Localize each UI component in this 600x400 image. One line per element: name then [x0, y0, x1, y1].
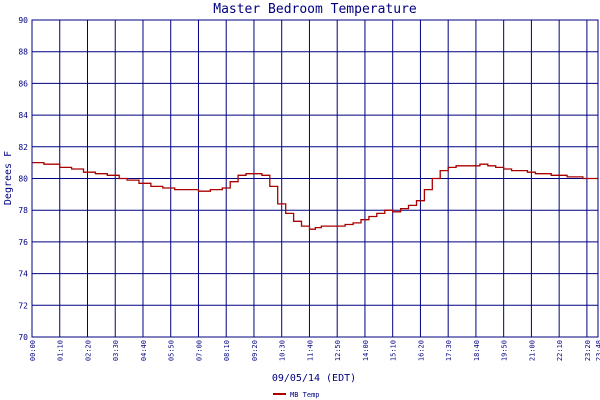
y-tick-label: 78 [18, 206, 28, 215]
x-tick-label: 23:20 [584, 340, 592, 361]
y-axis-ticks: 90 88 86 84 82 80 78 76 74 72 70 [18, 16, 28, 342]
x-tick-label: 10:30 [279, 340, 287, 361]
x-tick-label: 15:10 [390, 340, 398, 361]
y-tick-label: 82 [18, 143, 28, 152]
y-tick-label: 86 [18, 79, 28, 88]
x-tick-label: 04:40 [140, 340, 148, 361]
x-tick-label: 18:40 [473, 340, 481, 361]
x-tick-label: 07:00 [195, 340, 203, 361]
plot-area-border [31, 19, 599, 338]
series-line-mb-temp [32, 161, 598, 230]
legend-label: MB Temp [290, 391, 320, 399]
x-tick-label: 02:20 [84, 340, 92, 361]
x-tick-label: 21:00 [528, 340, 536, 361]
y-axis-label: Degrees F [3, 151, 14, 205]
x-axis-ticks: 00:00 01:10 02:20 03:30 04:40 05:50 07:00 08:10… [29, 340, 600, 361]
y-tick-label: 80 [18, 175, 28, 184]
x-tick-label: 16:20 [417, 340, 425, 361]
x-axis-label: 09/05/14 (EDT) [272, 373, 356, 384]
x-tick-label: 19:50 [501, 340, 509, 361]
y-tick-label: 74 [18, 270, 28, 279]
x-tick-label: 12:50 [334, 340, 342, 361]
x-tick-label: 17:30 [445, 340, 453, 361]
x-tick-label: 23:48 [595, 340, 600, 361]
y-tick-label: 70 [18, 333, 28, 342]
x-tick-label: 00:00 [29, 340, 37, 361]
x-tick-label: 08:10 [223, 340, 231, 361]
y-tick-label: 84 [18, 111, 28, 120]
x-tick-label: 11:40 [306, 340, 314, 361]
y-tick-label: 72 [18, 301, 28, 310]
x-tick-label: 09:20 [251, 340, 259, 361]
y-tick-label: 88 [18, 48, 28, 57]
y-tick-label: 76 [18, 238, 28, 247]
x-tick-label: 05:50 [168, 340, 176, 361]
x-tick-label: 14:00 [362, 340, 370, 361]
chart-title: Master Bedroom Temperature [213, 2, 417, 17]
y-tick-label: 90 [18, 16, 28, 25]
x-tick-label: 03:30 [112, 340, 120, 361]
x-tick-label: 22:10 [556, 340, 564, 361]
x-tick-label: 01:10 [57, 340, 65, 361]
